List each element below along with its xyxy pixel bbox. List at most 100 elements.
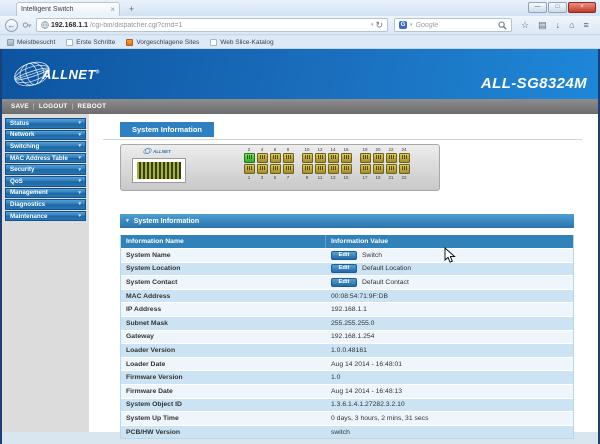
table-rows: System Name Edit Switch System Location Edit…: [121, 248, 573, 439]
browser-tab[interactable]: Intelligent Switch ×: [16, 2, 120, 16]
bookmark-item[interactable]: Vorgeschlagene Sites: [126, 38, 200, 46]
port-3-icon[interactable]: [256, 164, 268, 174]
maximize-button[interactable]: □: [548, 2, 567, 13]
sidebar-item-status[interactable]: Status ▾: [5, 118, 86, 129]
port-22-icon[interactable]: [385, 153, 397, 163]
downloads-icon[interactable]: ↓: [555, 19, 561, 30]
search-engine-dropdown-icon[interactable]: ▾: [410, 22, 413, 28]
back-button[interactable]: ←: [5, 18, 18, 32]
sidebar-item-security[interactable]: Security ▾: [5, 164, 86, 175]
port-23-icon[interactable]: [398, 164, 410, 174]
home-icon[interactable]: ⌂: [569, 19, 575, 30]
section-header[interactable]: ▾ System Information: [120, 214, 574, 228]
port-11-icon[interactable]: [314, 164, 326, 174]
sidebar-item-qos[interactable]: QoS ▾: [5, 175, 86, 187]
reboot-link[interactable]: REBOOT: [77, 103, 107, 110]
sidebar-item-mac-address-table[interactable]: MAC Address Table ▾: [5, 152, 86, 164]
most-visited-icon: [7, 38, 14, 46]
port-14-icon[interactable]: [327, 153, 339, 163]
port-number: 13: [330, 174, 336, 180]
session-toolbar: SAVE | LOGOUT | REBOOT: [2, 99, 598, 114]
tab-bar: Intelligent Switch × + — □ ×: [0, 0, 600, 16]
info-value-cell: Aug 14 2014 - 16:48:13: [326, 385, 573, 398]
google-icon[interactable]: G: [399, 21, 407, 29]
info-value-cell: 1.0: [326, 371, 573, 384]
port-number: 11: [317, 174, 323, 180]
search-bar[interactable]: G ▾ Google: [394, 18, 512, 32]
table-row: System Up Time 0 days, 3 hours, 2 mins, 3…: [121, 411, 573, 425]
search-icon[interactable]: [498, 20, 507, 30]
save-link[interactable]: SAVE: [11, 103, 29, 110]
port-4-icon[interactable]: [256, 153, 268, 163]
port-7-icon[interactable]: [282, 164, 294, 174]
port-18-icon[interactable]: [359, 153, 371, 163]
port-16-icon[interactable]: [340, 153, 352, 163]
sidebar-item-network[interactable]: Network ▾: [5, 129, 86, 141]
sidebar-item-management[interactable]: Management ▾: [5, 187, 86, 199]
port-8-icon[interactable]: [282, 153, 294, 163]
edit-button[interactable]: Edit: [331, 277, 357, 287]
info-value-cell: Edit Default Contact: [326, 276, 573, 289]
tab-close-icon[interactable]: ×: [110, 4, 115, 14]
sidebar: Status ▾ Network ▾ Switching ▾ MAC Address Tab…: [2, 114, 89, 432]
chevron-down-icon: ▾: [78, 143, 81, 150]
url-bar[interactable]: 192.168.1.1 /cgi-bin/dispatcher.cgi?cmd=…: [36, 18, 388, 32]
port-number: 9: [305, 174, 309, 180]
edit-button[interactable]: Edit: [331, 250, 357, 260]
info-value: 00:08:54:71:9F:DB: [331, 292, 389, 300]
sidebar-item-switching[interactable]: Switching ▾: [5, 141, 86, 152]
port-number: 14: [330, 147, 336, 152]
info-name-cell: Gateway: [126, 333, 154, 341]
minimize-button[interactable]: —: [528, 2, 547, 13]
bookmark-item[interactable]: Meistbesucht: [7, 38, 55, 46]
port-5-icon[interactable]: [269, 164, 281, 174]
separator: |: [32, 103, 35, 110]
new-tab-button[interactable]: +: [124, 4, 139, 15]
reload-icon[interactable]: ↻: [375, 19, 383, 30]
port-20-icon[interactable]: [372, 153, 384, 163]
port-number: 24: [401, 147, 407, 152]
bookmark-item[interactable]: Erste Schritte: [66, 38, 115, 46]
info-name-cell: Loader Version: [126, 346, 176, 354]
port-number: 16: [343, 147, 349, 152]
menu-icon[interactable]: ≡: [583, 19, 589, 30]
sidebar-item-diagnostics[interactable]: Diagnostics ▾: [5, 199, 86, 210]
port-6-icon[interactable]: [269, 153, 281, 163]
port-21-icon[interactable]: [385, 164, 397, 174]
port-19-icon[interactable]: [372, 164, 384, 174]
port-column: 24 23: [398, 147, 410, 180]
port-13-icon[interactable]: [327, 164, 339, 174]
info-name-cell: System Up Time: [126, 414, 179, 422]
info-name-cell: System Contact: [126, 278, 178, 286]
edit-button[interactable]: Edit: [331, 264, 357, 274]
bookmark-star-icon[interactable]: ☆: [521, 19, 530, 30]
port-17-icon[interactable]: [359, 164, 371, 174]
collapse-arrow-icon: ▾: [126, 218, 129, 224]
port-15-icon[interactable]: [340, 164, 352, 174]
url-dropdown-icon[interactable]: ▾: [370, 22, 374, 28]
switch-web-page: ALLNET® ALL-SG8324M SAVE | LOGOUT | REBOOT S…: [0, 49, 600, 444]
port-number: 7: [286, 174, 290, 180]
port-10-icon[interactable]: [301, 153, 313, 163]
port-1-icon[interactable]: [243, 164, 255, 174]
chevron-down-icon: ▾: [78, 166, 81, 173]
info-value-cell: 1.0.0.48161: [326, 344, 573, 357]
panel-brand: ALLNET: [143, 147, 171, 155]
port-12-icon[interactable]: [314, 153, 326, 163]
close-button[interactable]: ×: [568, 2, 596, 13]
bookmarks-panel-icon[interactable]: ▤: [538, 19, 547, 30]
port-24-icon[interactable]: [398, 153, 410, 163]
bookmark-label: Vorgeschlagene Sites: [136, 38, 200, 46]
port-number: 3: [260, 174, 264, 180]
sidebar-item-label: Status: [10, 119, 29, 127]
section-title: System Information: [133, 217, 200, 225]
port-number: 5: [273, 174, 277, 180]
port-number: 23: [401, 174, 407, 180]
logout-link[interactable]: LOGOUT: [38, 103, 68, 110]
sidebar-item-maintenance[interactable]: Maintenance ▾: [5, 210, 86, 222]
bookmark-item[interactable]: Web Slice-Katalog: [210, 38, 274, 46]
port-2-icon[interactable]: [243, 153, 255, 163]
port-9-icon[interactable]: [301, 164, 313, 174]
